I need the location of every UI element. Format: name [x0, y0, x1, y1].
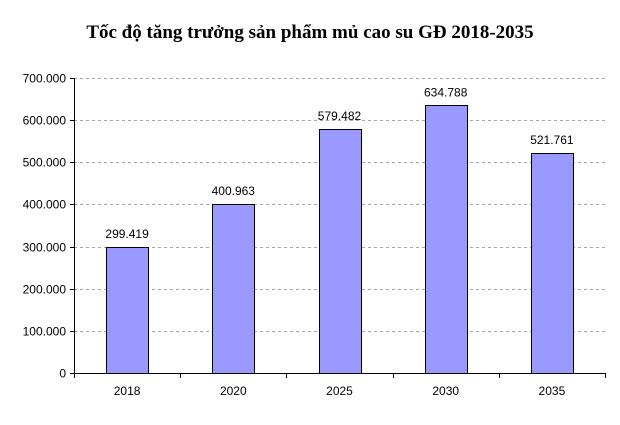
y-tick-label: 600.000 [23, 114, 67, 128]
x-tick-label: 2025 [326, 384, 353, 398]
data-label-2020: 400.963 [212, 184, 256, 198]
data-label-2030: 634.788 [424, 85, 468, 99]
bar-2035 [531, 153, 574, 374]
x-tick-label: 2035 [539, 384, 566, 398]
x-tick-label: 2030 [432, 384, 459, 398]
y-tick-label: 200.000 [23, 283, 67, 297]
data-label-2025: 579.482 [318, 109, 362, 123]
bar-2020 [212, 204, 255, 374]
bars [106, 105, 574, 374]
axes [74, 78, 605, 374]
x-axis-ticks: 2018 2020 2025 2030 2035 [74, 373, 606, 398]
data-labels: 299.419 400.963 579.482 634.788 521.761 [105, 85, 574, 240]
x-tick-label: 2020 [220, 384, 247, 398]
y-tick-label: 300.000 [23, 241, 67, 255]
chart-title: Tốc độ tăng trưởng sản phẩm mủ cao su GĐ… [86, 22, 533, 43]
y-axis-ticks: 0 100.000 200.000 300.000 400.000 500.000 600.… [23, 72, 74, 381]
x-tick-label: 2018 [114, 384, 141, 398]
y-tick-label: 0 [59, 367, 66, 381]
data-label-2035: 521.761 [530, 133, 574, 147]
bar-2018 [106, 247, 149, 374]
y-tick-label: 700.000 [23, 72, 67, 86]
bar-2025 [319, 129, 362, 374]
y-tick-label: 500.000 [23, 156, 67, 170]
bar-2030 [425, 105, 468, 374]
y-tick-label: 100.000 [23, 325, 67, 339]
data-label-2018: 299.419 [105, 227, 149, 241]
y-tick-label: 400.000 [23, 198, 67, 212]
